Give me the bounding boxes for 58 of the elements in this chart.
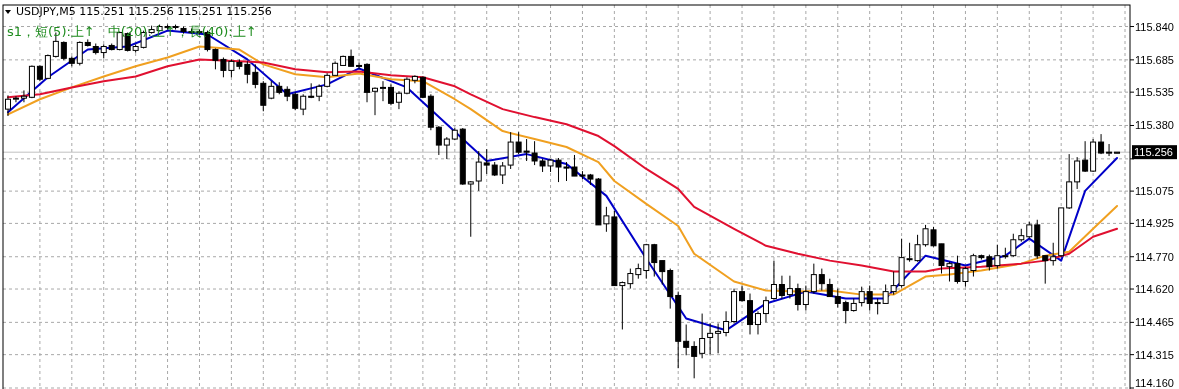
candlestick — [802, 285, 809, 312]
y-tick-label: 115.380 — [1135, 119, 1174, 132]
candlestick — [818, 268, 825, 292]
candlestick — [435, 125, 442, 156]
ref-line-label: 115.256 — [1134, 146, 1173, 159]
candlestick — [356, 61, 363, 70]
candlestick — [683, 324, 690, 356]
candlestick — [707, 322, 714, 355]
candlestick — [260, 80, 267, 112]
candlestick — [44, 53, 51, 80]
y-tick-label: 114.770 — [1135, 250, 1174, 263]
candlestick — [1074, 156, 1081, 190]
y-tick-label: 114.620 — [1135, 283, 1174, 296]
candlestick — [651, 243, 658, 278]
candlestick — [834, 288, 841, 309]
candlestick — [483, 148, 490, 175]
candlestick — [76, 40, 83, 66]
candlestick — [715, 322, 722, 354]
candlestick — [379, 80, 386, 102]
candlestick — [60, 40, 67, 61]
candlestick — [252, 63, 259, 89]
y-tick-label: 115.840 — [1135, 20, 1174, 33]
candlestick — [475, 150, 482, 192]
y-tick-label: 114.465 — [1135, 316, 1174, 329]
candlestick — [699, 313, 706, 359]
candlestick — [659, 260, 666, 285]
candlestick — [810, 263, 817, 295]
candlestick — [770, 260, 777, 301]
candlestick — [1106, 143, 1113, 157]
candlestick — [443, 136, 450, 160]
candlestick — [372, 86, 379, 116]
candlestick — [12, 95, 19, 103]
y-tick-label: 115.685 — [1135, 53, 1174, 66]
y-tick-label: 115.535 — [1135, 86, 1174, 99]
y-tick-label: 115.075 — [1135, 185, 1174, 198]
candlestick — [747, 293, 754, 335]
candlestick — [778, 275, 785, 299]
y-tick-label: 114.160 — [1135, 377, 1174, 389]
candlestick — [858, 286, 865, 307]
candlestick — [1042, 255, 1049, 285]
candlestick — [842, 300, 849, 324]
candlestick — [1050, 242, 1057, 267]
candlestick — [786, 275, 793, 299]
candlestick — [691, 340, 698, 379]
candlestick — [794, 283, 801, 312]
candlestick — [20, 89, 27, 103]
y-tick-label: 114.315 — [1135, 348, 1174, 361]
candlestick — [300, 93, 307, 116]
chart-title: USDJPY,M5 115.251 115.256 115.251 115.256 — [16, 5, 272, 18]
candlestick — [387, 83, 394, 106]
candlestick — [467, 180, 474, 238]
candlestick — [1082, 140, 1089, 173]
y-tick-label: 114.925 — [1135, 217, 1174, 230]
candlestick — [723, 310, 730, 337]
candlestick — [762, 296, 769, 323]
candlestick — [754, 310, 761, 335]
candlestick — [866, 285, 873, 312]
candlestick — [1010, 233, 1017, 258]
